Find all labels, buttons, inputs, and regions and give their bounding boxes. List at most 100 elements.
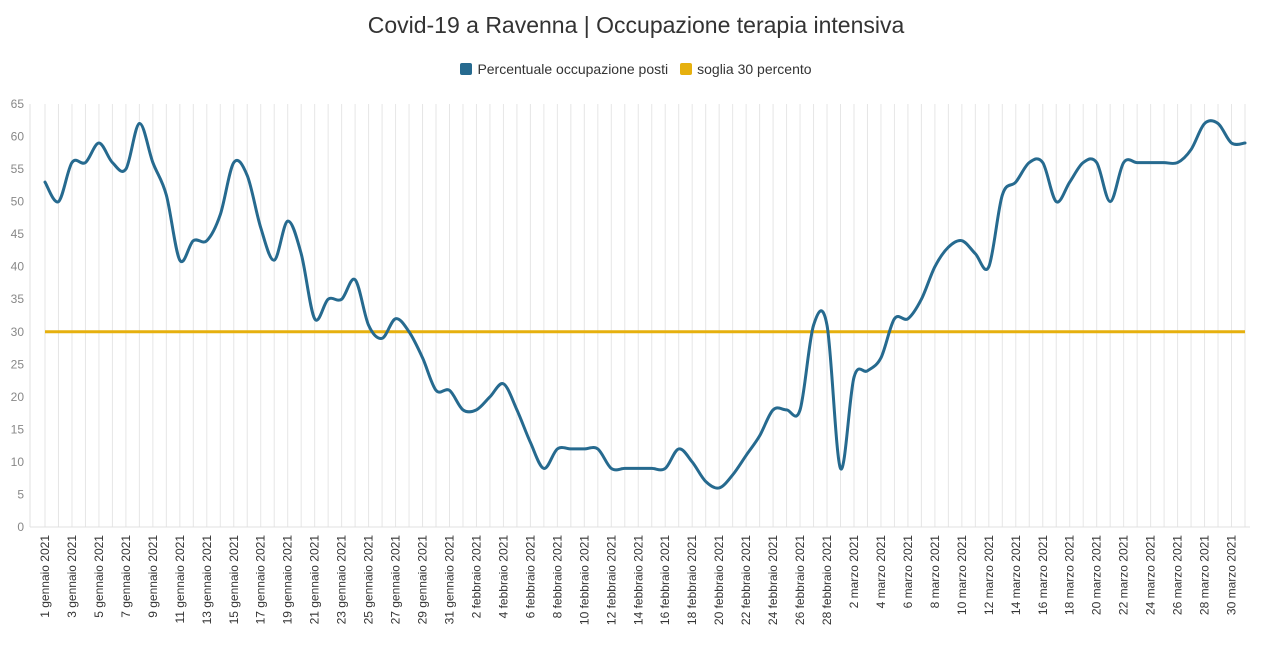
data-point[interactable] <box>905 316 911 322</box>
x-tick-label: 18 marzo 2021 <box>1063 535 1077 615</box>
data-point[interactable] <box>568 446 574 452</box>
data-point[interactable] <box>150 160 156 166</box>
data-point[interactable] <box>932 264 938 270</box>
data-point[interactable] <box>258 225 264 231</box>
data-point[interactable] <box>487 394 493 400</box>
data-point[interactable] <box>851 374 857 380</box>
data-point[interactable] <box>42 179 48 185</box>
data-point[interactable] <box>366 322 372 328</box>
data-point[interactable] <box>541 465 547 471</box>
data-point[interactable] <box>1215 121 1221 127</box>
data-point[interactable] <box>379 335 385 341</box>
data-point[interactable] <box>514 407 520 413</box>
data-point[interactable] <box>1202 121 1208 127</box>
data-point[interactable] <box>527 439 533 445</box>
data-point[interactable] <box>82 160 88 166</box>
data-point[interactable] <box>446 387 452 393</box>
data-point[interactable] <box>757 433 763 439</box>
data-point[interactable] <box>406 329 412 335</box>
data-point[interactable] <box>1121 160 1127 166</box>
data-point[interactable] <box>1067 179 1073 185</box>
data-point[interactable] <box>393 316 399 322</box>
data-point[interactable] <box>312 316 318 322</box>
data-point[interactable] <box>878 355 884 361</box>
data-point[interactable] <box>1188 147 1194 153</box>
data-point[interactable] <box>608 465 614 471</box>
data-point[interactable] <box>999 192 1005 198</box>
data-point[interactable] <box>1080 160 1086 166</box>
data-point[interactable] <box>959 238 965 244</box>
x-tick-label: 13 gennaio 2021 <box>200 535 214 625</box>
data-point[interactable] <box>217 212 223 218</box>
data-point[interactable] <box>743 452 749 458</box>
series-line-occupazione[interactable] <box>43 119 1247 490</box>
data-point[interactable] <box>500 381 506 387</box>
data-point[interactable] <box>109 160 115 166</box>
data-point[interactable] <box>1013 179 1019 185</box>
data-point[interactable] <box>716 485 722 491</box>
data-point[interactable] <box>177 257 183 263</box>
data-point[interactable] <box>649 465 655 471</box>
data-point[interactable] <box>770 407 776 413</box>
data-point[interactable] <box>730 472 736 478</box>
data-point[interactable] <box>96 140 102 146</box>
data-point[interactable] <box>972 251 978 257</box>
data-point[interactable] <box>662 465 668 471</box>
legend-label-occupazione: Percentuale occupazione posti <box>477 61 669 77</box>
data-point[interactable] <box>811 322 817 328</box>
data-point[interactable] <box>204 238 210 244</box>
data-point[interactable] <box>1148 160 1154 166</box>
data-point[interactable] <box>554 446 560 452</box>
data-point[interactable] <box>986 264 992 270</box>
x-tick-label: 10 marzo 2021 <box>955 535 969 615</box>
data-point[interactable] <box>838 465 844 471</box>
data-point[interactable] <box>689 459 695 465</box>
data-point[interactable] <box>298 251 304 257</box>
data-point[interactable] <box>55 199 61 205</box>
data-point[interactable] <box>1026 160 1032 166</box>
data-point[interactable] <box>190 238 196 244</box>
data-point[interactable] <box>285 218 291 224</box>
data-point[interactable] <box>784 407 790 413</box>
data-point[interactable] <box>1107 199 1113 205</box>
data-point[interactable] <box>1229 140 1235 146</box>
data-point[interactable] <box>797 407 803 413</box>
data-point[interactable] <box>1134 160 1140 166</box>
data-point[interactable] <box>918 296 924 302</box>
data-point[interactable] <box>945 244 951 250</box>
data-point[interactable] <box>473 407 479 413</box>
data-point[interactable] <box>595 446 601 452</box>
data-point[interactable] <box>622 465 628 471</box>
data-point[interactable] <box>352 277 358 283</box>
legend-item-occupazione[interactable]: Percentuale occupazione posti <box>460 61 668 77</box>
x-tick-label: 29 gennaio 2021 <box>416 535 430 625</box>
data-point[interactable] <box>824 322 830 328</box>
data-point[interactable] <box>123 166 129 172</box>
data-point[interactable] <box>703 478 709 484</box>
data-point[interactable] <box>325 296 331 302</box>
data-point[interactable] <box>864 368 870 374</box>
data-point[interactable] <box>1094 160 1100 166</box>
data-point[interactable] <box>163 192 169 198</box>
data-point[interactable] <box>271 257 277 263</box>
data-point[interactable] <box>1161 160 1167 166</box>
data-point[interactable] <box>581 446 587 452</box>
data-point[interactable] <box>69 160 75 166</box>
data-point[interactable] <box>635 465 641 471</box>
data-point[interactable] <box>420 355 426 361</box>
data-point[interactable] <box>891 316 897 322</box>
data-point[interactable] <box>1242 140 1248 146</box>
data-point[interactable] <box>1175 160 1181 166</box>
data-point[interactable] <box>1053 199 1059 205</box>
data-point[interactable] <box>460 407 466 413</box>
data-point[interactable] <box>231 160 237 166</box>
data-point[interactable] <box>433 387 439 393</box>
legend-item-soglia[interactable]: soglia 30 percento <box>680 61 812 77</box>
data-point[interactable] <box>1040 160 1046 166</box>
data-point[interactable] <box>244 173 250 179</box>
x-tick-label: 25 gennaio 2021 <box>362 535 376 625</box>
x-tick-label: 16 marzo 2021 <box>1036 535 1050 615</box>
data-point[interactable] <box>339 296 345 302</box>
data-point[interactable] <box>136 121 142 127</box>
data-point[interactable] <box>676 446 682 452</box>
